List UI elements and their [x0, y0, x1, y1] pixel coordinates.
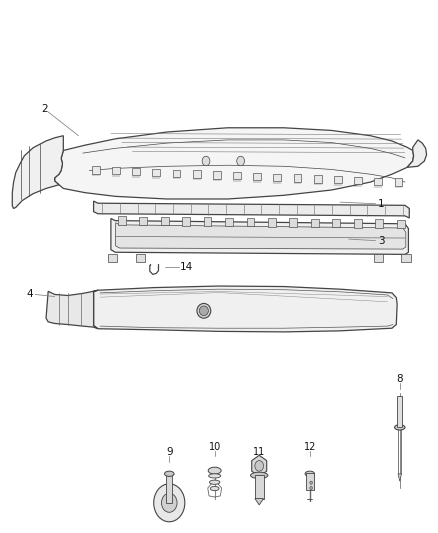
Polygon shape	[255, 498, 264, 505]
Bar	[152, 169, 160, 176]
Bar	[118, 216, 126, 225]
Circle shape	[202, 156, 210, 166]
Bar	[397, 395, 403, 427]
Text: 10: 10	[208, 442, 221, 452]
Bar	[374, 177, 382, 185]
Bar	[255, 475, 264, 498]
Text: 11: 11	[253, 447, 265, 457]
Polygon shape	[94, 201, 409, 218]
Bar	[193, 171, 201, 177]
Bar	[334, 176, 342, 183]
Text: 2: 2	[41, 104, 47, 114]
Bar	[132, 168, 140, 175]
Circle shape	[154, 484, 185, 522]
Text: 4: 4	[27, 289, 33, 300]
Bar	[108, 254, 117, 262]
Ellipse shape	[251, 472, 268, 479]
Bar	[290, 219, 297, 227]
Bar	[136, 254, 145, 262]
Polygon shape	[46, 290, 98, 329]
Polygon shape	[111, 219, 408, 254]
Bar	[233, 172, 241, 179]
Circle shape	[162, 494, 177, 512]
Bar	[161, 217, 169, 225]
Bar	[92, 166, 100, 174]
Circle shape	[237, 156, 244, 166]
Bar	[395, 179, 403, 186]
Polygon shape	[252, 455, 267, 477]
Bar	[375, 219, 383, 228]
Text: 3: 3	[378, 236, 385, 246]
Ellipse shape	[208, 474, 221, 478]
Bar	[354, 177, 362, 184]
Text: 1: 1	[378, 199, 385, 209]
Bar	[354, 219, 362, 228]
Bar	[293, 174, 301, 182]
Polygon shape	[55, 128, 413, 199]
Ellipse shape	[165, 471, 174, 477]
Bar	[397, 220, 405, 228]
Text: 14: 14	[180, 262, 193, 272]
Polygon shape	[94, 286, 397, 332]
Bar	[139, 216, 147, 225]
Bar	[306, 473, 314, 490]
Bar	[173, 169, 180, 177]
Circle shape	[255, 461, 264, 471]
Ellipse shape	[210, 487, 219, 491]
Bar	[253, 173, 261, 180]
Bar	[204, 217, 212, 226]
Ellipse shape	[209, 480, 220, 484]
Text: 8: 8	[396, 374, 403, 384]
Text: 12: 12	[304, 442, 316, 452]
Bar	[401, 254, 410, 262]
Polygon shape	[116, 223, 406, 249]
Bar	[182, 217, 190, 225]
Ellipse shape	[199, 306, 208, 316]
Bar	[314, 175, 321, 183]
Polygon shape	[398, 474, 402, 481]
Ellipse shape	[305, 471, 314, 477]
Bar	[273, 174, 281, 181]
Bar	[112, 167, 120, 174]
Text: 9: 9	[166, 447, 173, 457]
Bar	[374, 254, 383, 262]
Ellipse shape	[197, 303, 211, 318]
Polygon shape	[12, 136, 64, 208]
Circle shape	[310, 481, 312, 484]
Bar	[213, 171, 221, 179]
Bar	[268, 218, 276, 227]
Polygon shape	[407, 140, 427, 167]
Bar	[332, 219, 340, 227]
Bar	[166, 475, 172, 503]
Ellipse shape	[395, 425, 405, 430]
Bar	[311, 219, 319, 227]
Bar	[225, 217, 233, 226]
Circle shape	[310, 487, 312, 490]
Ellipse shape	[208, 467, 221, 474]
Bar	[247, 218, 254, 227]
